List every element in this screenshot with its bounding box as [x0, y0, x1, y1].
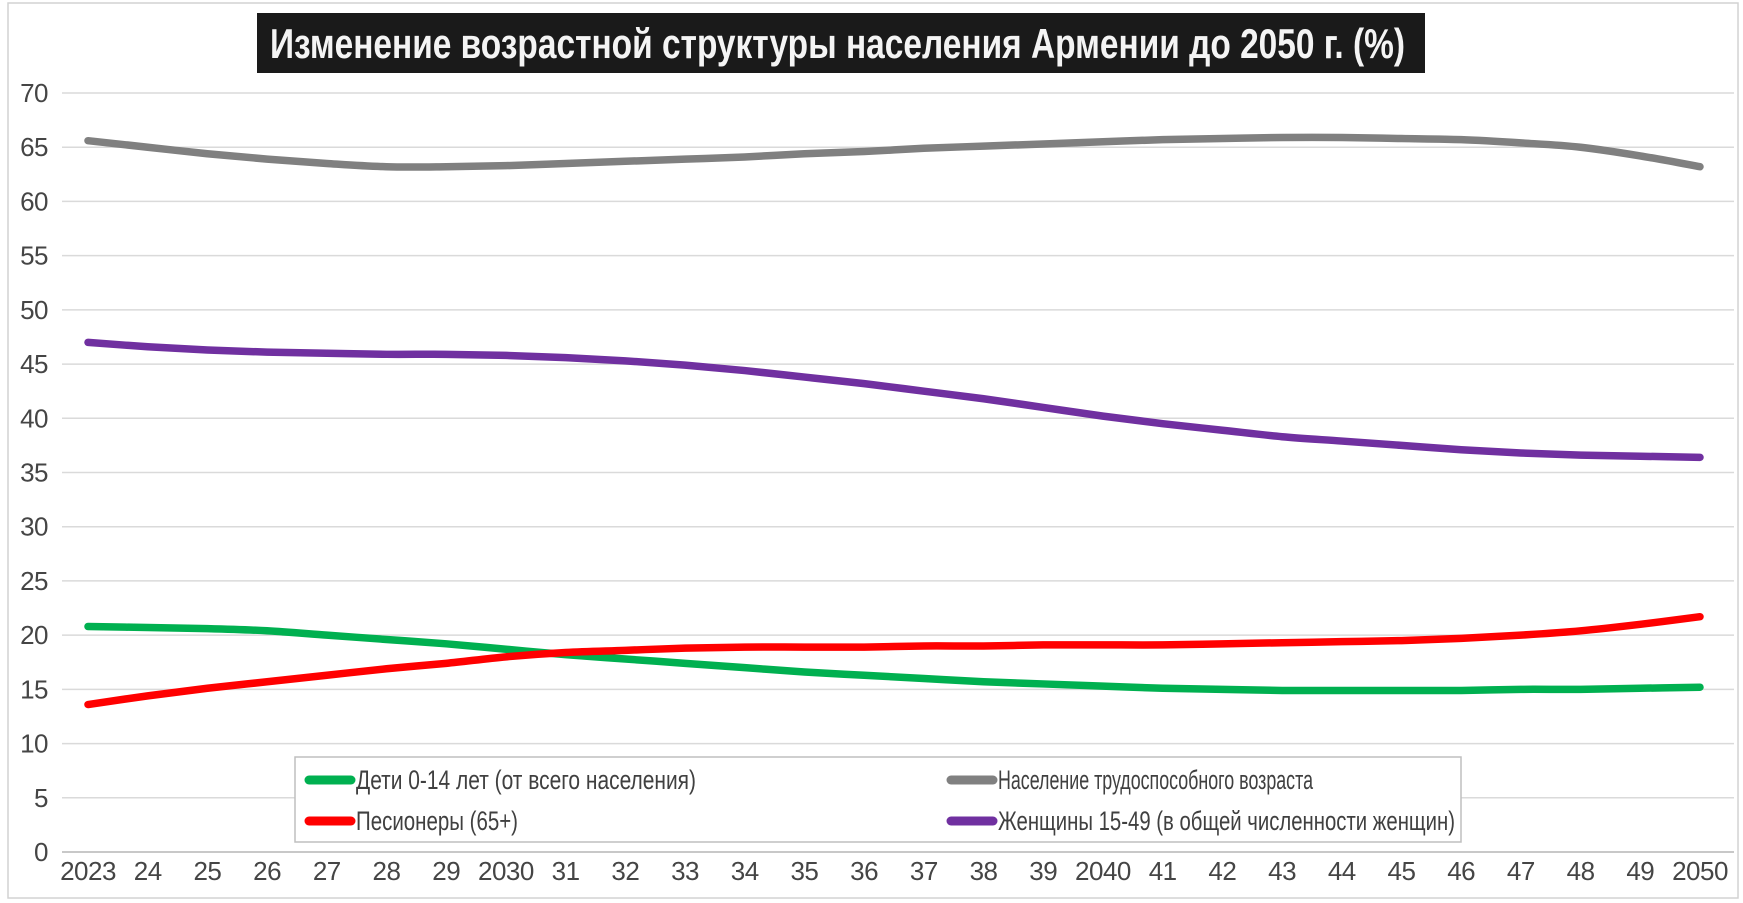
x-axis-label: 38	[970, 856, 998, 886]
y-axis-label: 15	[20, 674, 48, 704]
x-axis-label: 36	[850, 856, 878, 886]
x-axis-label: 28	[373, 856, 401, 886]
legend-label-pensioners: Песионеры (65+)	[356, 806, 518, 836]
legend-label-working-age: Население трудоспособного возраста	[998, 765, 1314, 795]
y-axis-label: 10	[20, 729, 48, 759]
legend-box	[294, 756, 1462, 843]
y-axis-label: 65	[20, 132, 48, 162]
x-axis-label: 42	[1208, 856, 1236, 886]
x-axis-label: 25	[193, 856, 221, 886]
legend-item-children: Дети 0-14 лет (от всего населения)	[304, 765, 696, 795]
chart-title: Изменение возрастной структуры населения…	[270, 20, 1405, 67]
x-axis-label: 44	[1328, 856, 1356, 886]
x-axis-label: 43	[1268, 856, 1296, 886]
chart-title-background	[257, 13, 1425, 73]
x-axis-label: 39	[1029, 856, 1057, 886]
x-axis-label: 2030	[478, 856, 534, 886]
x-axis-label: 2050	[1672, 856, 1728, 886]
chart-frame	[7, 2, 1739, 899]
legend-item-working-age: Население трудоспособного возраста	[946, 765, 1314, 795]
x-axis-label: 41	[1149, 856, 1177, 886]
series-line-2	[84, 133, 1704, 171]
y-axis-labels: 0 5 10 15 20 25 30 35 40 45 50 55 60 65 70	[20, 78, 48, 867]
x-axis-label: 29	[432, 856, 460, 886]
y-axis-label: 0	[34, 837, 48, 867]
x-axis-label: 24	[134, 856, 162, 886]
x-axis-label: 48	[1567, 856, 1595, 886]
x-axis-label: 47	[1507, 856, 1535, 886]
y-axis-label: 40	[20, 403, 48, 433]
chart-title-group: Изменение возрастной структуры населения…	[257, 13, 1425, 73]
y-axis-label: 70	[20, 78, 48, 108]
legend: Дети 0-14 лет (от всего населения) Насел…	[294, 756, 1462, 843]
y-axis-label: 30	[20, 512, 48, 542]
x-axis-label: 46	[1447, 856, 1475, 886]
legend-label-women: Женщины 15-49 (в общей численности женщи…	[998, 806, 1455, 836]
legend-item-pensioners: Песионеры (65+)	[304, 806, 518, 836]
series-line-3	[84, 338, 1704, 462]
series-lines	[84, 133, 1704, 709]
x-axis-label: 33	[671, 856, 699, 886]
y-axis-label: 5	[34, 783, 48, 813]
x-axis-label: 31	[552, 856, 580, 886]
y-axis-label: 45	[20, 349, 48, 379]
series-line-0	[84, 622, 1704, 695]
y-axis-label: 50	[20, 295, 48, 325]
y-axis-label: 35	[20, 458, 48, 488]
x-axis-labels: 2023 24 25 26 27 28 29 2030 31 32 33 34 35 36 37 38 39 20…	[60, 856, 1728, 886]
gridlines	[62, 92, 1734, 853]
x-axis-label: 32	[611, 856, 639, 886]
x-axis-label: 45	[1388, 856, 1416, 886]
x-axis-label: 35	[790, 856, 818, 886]
x-axis-label: 2040	[1075, 856, 1131, 886]
y-axis-label: 55	[20, 241, 48, 271]
x-axis-label: 2023	[60, 856, 116, 886]
legend-item-women: Женщины 15-49 (в общей численности женщи…	[946, 806, 1455, 836]
x-axis-label: 26	[253, 856, 281, 886]
x-axis-label: 34	[731, 856, 759, 886]
series-line-1	[84, 612, 1704, 709]
y-axis-label: 20	[20, 620, 48, 650]
x-axis-label: 49	[1626, 856, 1654, 886]
legend-label-children: Дети 0-14 лет (от всего населения)	[356, 765, 696, 795]
y-axis-label: 60	[20, 186, 48, 216]
x-axis-label: 37	[910, 856, 938, 886]
x-axis-label: 27	[313, 856, 341, 886]
y-axis-label: 25	[20, 566, 48, 596]
